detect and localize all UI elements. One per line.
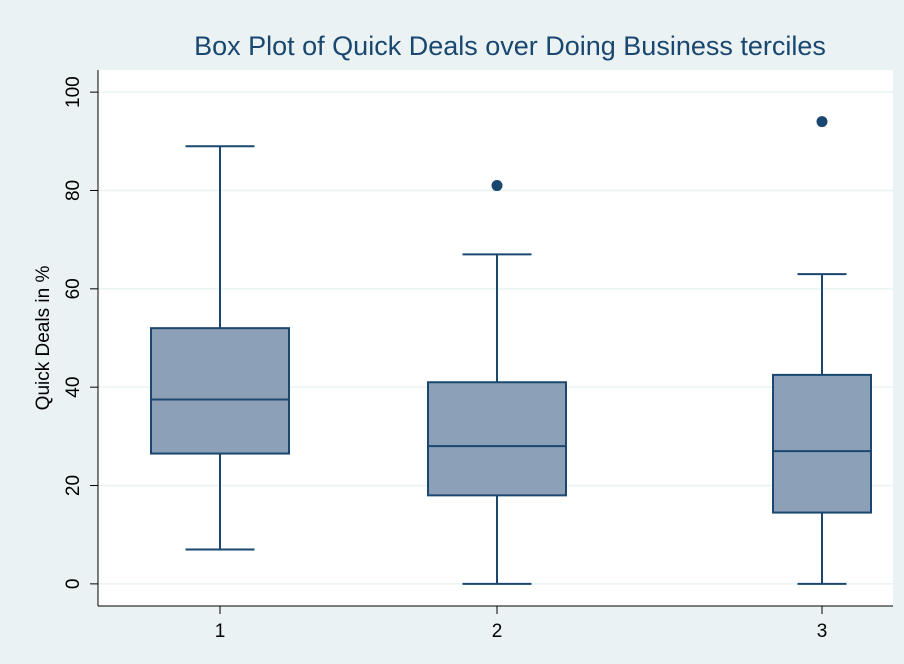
y-tick-label: 40 xyxy=(63,377,84,398)
box xyxy=(427,381,567,497)
x-tick-label: 2 xyxy=(492,621,503,642)
y-tick-label: 20 xyxy=(63,475,84,496)
box xyxy=(150,327,290,455)
y-tick-label: 60 xyxy=(63,278,84,299)
outlier xyxy=(491,180,503,192)
y-tick-label: 100 xyxy=(63,76,84,108)
outlier xyxy=(816,116,828,128)
chart-title: Box Plot of Quick Deals over Doing Busin… xyxy=(194,31,826,61)
y-tick-label: 0 xyxy=(63,579,84,590)
x-tick-label: 3 xyxy=(817,621,828,642)
box xyxy=(772,373,872,514)
y-axis-label: Quick Deals in % xyxy=(33,266,54,411)
x-tick-label: 1 xyxy=(215,621,226,642)
y-tick-label: 80 xyxy=(63,180,84,201)
